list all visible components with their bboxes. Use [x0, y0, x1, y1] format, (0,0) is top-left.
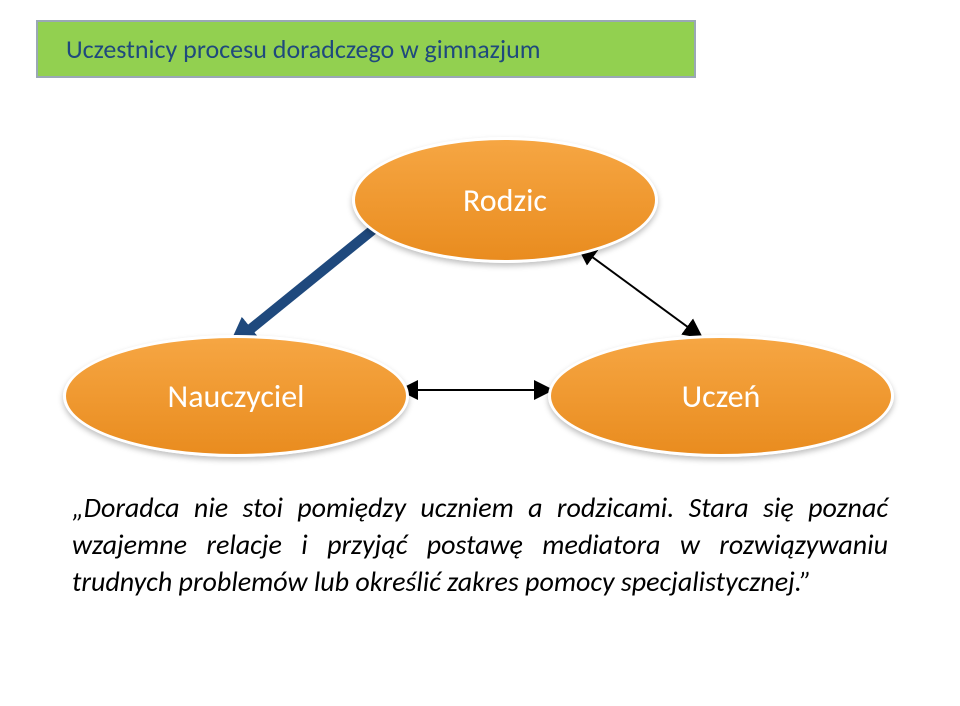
- slide: Uczestnicy procesu doradczego w gimnazju…: [0, 0, 960, 706]
- node-rodzic-label: Rodzic: [463, 181, 547, 220]
- node-uczen-label: Uczeń: [682, 377, 761, 416]
- node-uczen: Uczeń: [548, 335, 894, 457]
- slide-title: Uczestnicy procesu doradczego w gimnazju…: [66, 33, 541, 65]
- node-nauczyciel-label: Nauczyciel: [168, 377, 305, 416]
- node-nauczyciel: Nauczyciel: [63, 335, 409, 457]
- title-band: Uczestnicy procesu doradczego w gimnazju…: [36, 20, 696, 78]
- body-quote: „Doradca nie stoi pomiędzy uczniem a rod…: [72, 490, 888, 601]
- arrow-rodzic-uczen: [580, 248, 700, 336]
- node-rodzic: Rodzic: [352, 137, 658, 263]
